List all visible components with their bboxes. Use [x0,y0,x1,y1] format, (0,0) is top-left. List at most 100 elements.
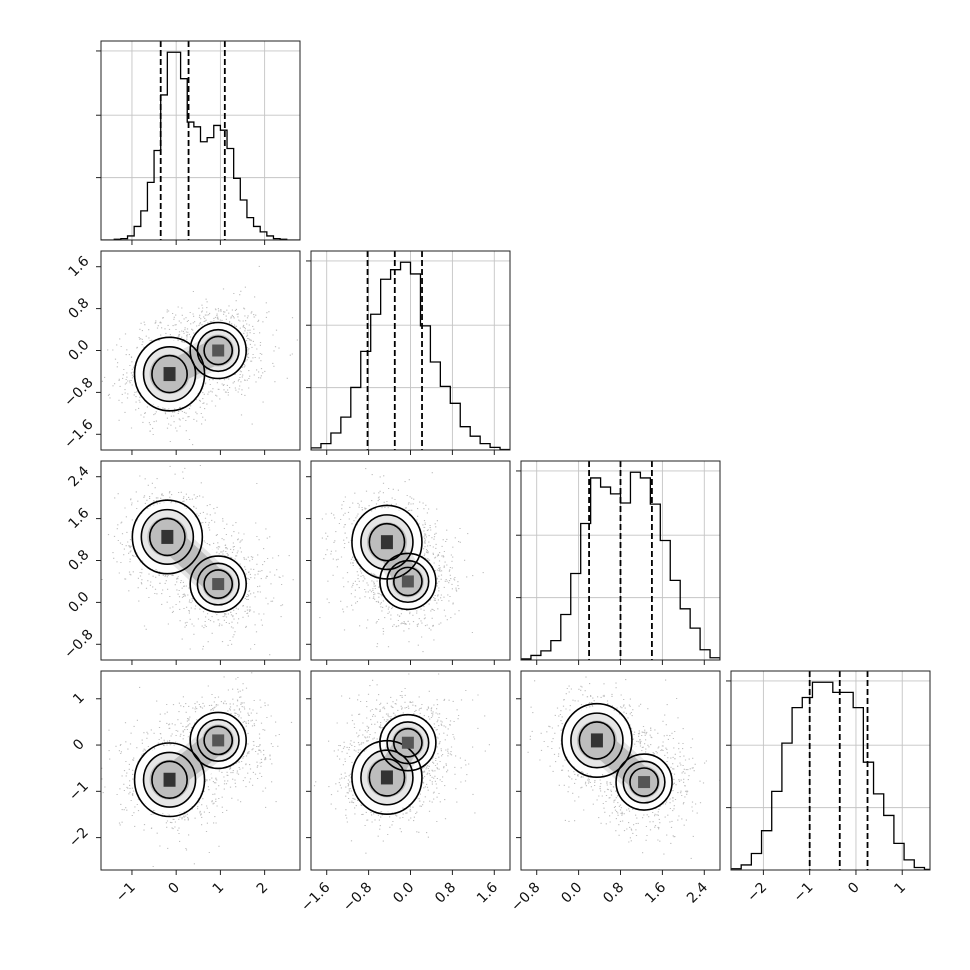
contour-b-1 [196,562,240,606]
contour-b-2 [203,335,234,366]
contour-a-1 [360,514,414,571]
contour-b-1 [196,328,240,373]
contour-a-2 [151,354,188,394]
contour-a-1 [142,751,197,808]
contour-b-0 [189,711,247,770]
y-tick-label-3-1: −1 [66,778,92,804]
density-bridge-2 [161,730,227,790]
density-contours-2-0 [131,499,247,613]
density-core-b [212,578,225,591]
contour-a-1 [140,508,195,566]
density-bridge-2 [158,527,227,594]
x-tick-label-3-3: 1 [891,880,909,898]
contour-b-1 [386,559,430,604]
contour-a-1 [570,712,624,769]
contour-b-2 [393,566,423,597]
contour-b-1 [622,760,666,804]
y-tick-label-1-3: 0.8 [65,295,92,322]
panel-0-0 [96,40,301,245]
panel-3-0 [96,670,301,875]
density-bridge-2 [588,730,653,792]
x-tick-label-3-0: −2 [744,880,770,906]
contour-b-2 [203,569,234,599]
x-tick-label-0-0: −1 [113,880,139,906]
contour-b-0 [189,321,247,380]
histogram-0 [101,51,300,240]
contour-b-1 [196,718,240,763]
contour-a-2 [368,522,406,562]
density-contours-3-2 [561,702,673,811]
y-tick-label-2-1: 0.0 [65,589,92,616]
panel-3-1 [306,670,511,875]
x-tick-label-0-3: 2 [254,880,272,898]
y-tick-label-2-4: 2.4 [65,463,92,490]
density-core-b [212,344,225,357]
contour-a-2 [151,760,188,800]
contour-a-2 [148,517,186,557]
x-tick-label-0-1: 0 [165,880,183,898]
histogram-3 [731,681,930,870]
density-core-b [212,734,225,747]
density-core-b [638,776,651,789]
contour-a-0 [133,336,206,412]
x-tick-label-2-0: −0.8 [508,880,543,915]
panel-3-2 [516,670,721,875]
y-tick-label-3-0: −2 [66,825,92,851]
density-core-b [401,575,414,588]
density-core-a [590,733,603,748]
panel-frame [100,40,301,241]
x-tick-label-2-3: 1.6 [642,879,669,906]
panel-frame [100,670,301,871]
contour-a-1 [360,749,414,806]
contour-a-1 [142,345,197,403]
contour-b-2 [203,725,234,756]
panel-1-0 [96,250,301,455]
x-tick-label-0-2: 1 [210,880,228,898]
panel-1-1 [306,250,511,455]
density-core-a [380,770,393,785]
y-tick-label-2-2: 0.8 [65,547,92,574]
panel-2-0 [96,460,301,665]
x-tick-label-1-3: 0.8 [432,880,459,907]
contour-a-0 [561,702,633,778]
x-tick-label-2-2: 0.8 [600,880,627,907]
x-tick-label-2-1: 0.0 [558,880,585,907]
contour-b-2 [393,727,423,758]
contour-a-0 [131,499,204,575]
y-tick-label-3-2: 0 [70,736,88,754]
contour-b-1 [386,721,430,765]
y-tick-label-2-3: 1.6 [65,505,92,532]
histogram-1 [311,261,510,450]
density-core-a [380,535,393,550]
density-core-a [163,772,176,787]
density-contours-3-1 [351,713,437,815]
panel-3-3 [726,670,931,875]
x-tick-label-1-1: −0.8 [340,880,375,915]
contour-b-0 [379,713,437,772]
x-tick-label-3-2: 0 [845,880,863,898]
x-tick-label-2-4: 2.4 [684,879,711,906]
x-tick-label-1-2: 0.0 [390,880,417,907]
y-tick-label-2-0: −0.8 [61,627,96,662]
panel-frame [730,670,931,871]
density-core-a [161,529,174,544]
x-tick-label-1-4: 1.6 [474,879,501,906]
contour-a-0 [133,742,206,818]
x-tick-label-1-0: −1.6 [298,879,333,914]
contour-b-0 [615,753,673,811]
contour-a-2 [578,721,616,760]
contour-b-0 [189,555,247,613]
contour-a-2 [368,758,406,797]
panel-2-1 [306,460,511,665]
density-core-b [401,736,414,749]
contour-b-0 [379,552,437,611]
y-tick-label-1-4: 1.6 [65,253,92,280]
contour-b-2 [629,767,659,797]
x-tick-label-3-1: −1 [791,880,817,906]
density-contours-3-0 [133,711,247,818]
y-tick-label-3-3: 1 [70,690,88,708]
density-contours-1-0 [133,321,247,412]
y-tick-label-1-2: 0.0 [65,337,92,364]
density-contours-2-1 [351,504,437,611]
